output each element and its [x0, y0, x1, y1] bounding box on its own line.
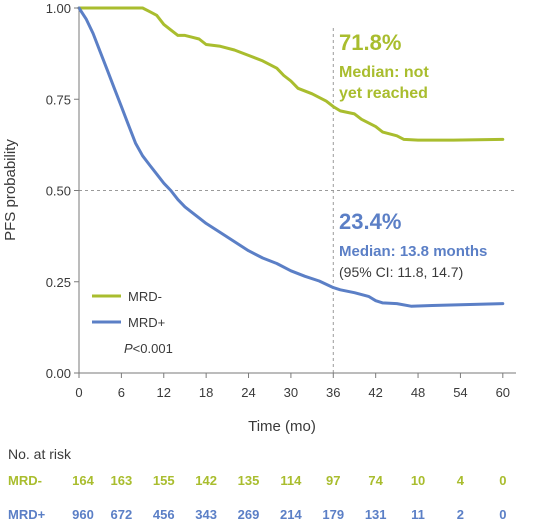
legend: MRD- MRD+ P<0.001	[92, 289, 173, 356]
mrd-pos-percentage: 23.4%	[339, 209, 401, 234]
x-tick-label: 42	[368, 385, 382, 400]
p-value-rest: <0.001	[133, 341, 173, 356]
mrd-neg-percentage: 71.8%	[339, 30, 401, 55]
risk-value: 0	[499, 507, 506, 522]
x-tick-label: 18	[199, 385, 213, 400]
p-value: P<0.001	[124, 341, 173, 356]
risk-row-label: MRD+	[8, 507, 46, 522]
legend-label-mrd-pos: MRD+	[128, 315, 165, 330]
p-value-prefix: P	[124, 341, 133, 356]
x-tick-label: 24	[241, 385, 255, 400]
risk-value: 155	[153, 473, 175, 488]
x-tick-label: 36	[326, 385, 340, 400]
legend-label-mrd-neg: MRD-	[128, 289, 162, 304]
x-tick-label: 54	[453, 385, 467, 400]
risk-value: 269	[238, 507, 260, 522]
mrd-neg-median-line2: yet reached	[339, 85, 428, 102]
risk-value: 11	[411, 507, 425, 522]
risk-value: 97	[326, 473, 340, 488]
y-tick-label: 0.00	[46, 366, 71, 381]
risk-value: 2	[457, 507, 464, 522]
risk-table-header: No. at risk	[8, 446, 72, 462]
risk-value: 135	[238, 473, 260, 488]
mrd-pos-median: Median: 13.8 months	[339, 243, 487, 260]
x-tick-label: 48	[411, 385, 425, 400]
mrd-neg-median-line1: Median: not	[339, 64, 429, 81]
series-layer	[77, 6, 505, 308]
y-axis-title: PFS probability	[2, 139, 19, 241]
y-tick-label: 0.50	[46, 184, 71, 199]
mrd-pos-ci: (95% CI: 11.8, 14.7)	[339, 264, 463, 280]
x-tick-label: 0	[75, 385, 82, 400]
y-tick-label: 0.75	[46, 92, 71, 107]
risk-value: 4	[457, 473, 465, 488]
x-tick-label: 6	[118, 385, 125, 400]
x-tick-label: 60	[496, 385, 510, 400]
grid-layer	[79, 28, 516, 373]
x-tick-label: 30	[284, 385, 298, 400]
risk-value: 960	[72, 507, 94, 522]
x-tick-label: 12	[157, 385, 171, 400]
risk-value: 74	[368, 473, 383, 488]
series-line-mrd-neg	[77, 6, 505, 142]
y-tick-label: 0.25	[46, 275, 71, 290]
x-axis-title: Time (mo)	[248, 418, 316, 435]
risk-value: 131	[365, 507, 387, 522]
risk-table: MRD- 164 163 155 142 135 114 97 74 10 4 0 MRD+ 960 672…	[8, 473, 506, 522]
risk-value: 10	[411, 473, 425, 488]
risk-value: 456	[153, 507, 175, 522]
series-line-mrd-pos	[77, 6, 505, 308]
risk-value: 163	[111, 473, 133, 488]
y-tick-label: 1.00	[46, 1, 71, 16]
risk-value: 0	[499, 473, 506, 488]
risk-value: 214	[280, 507, 302, 522]
risk-value: 114	[280, 473, 302, 488]
ticks-layer: 0.00 0.25 0.50 0.75 1.00 0 6 12 18 24 30 36 42 48 54 60	[46, 1, 510, 400]
risk-value: 179	[322, 507, 344, 522]
risk-value: 142	[195, 473, 217, 488]
risk-value: 164	[72, 473, 94, 488]
risk-row-label: MRD-	[8, 473, 42, 488]
risk-value: 343	[195, 507, 217, 522]
risk-value: 672	[111, 507, 133, 522]
